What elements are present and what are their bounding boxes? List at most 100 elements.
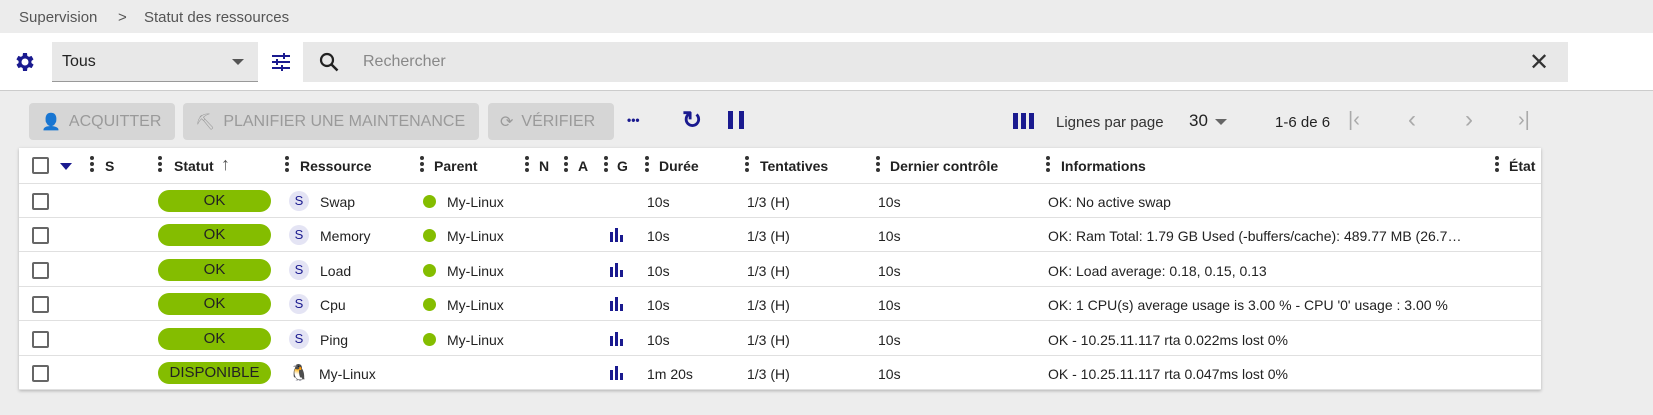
column-menu-icon[interactable] (285, 156, 289, 174)
column-menu-icon[interactable] (1046, 156, 1050, 174)
column-dernier-controle[interactable]: Dernier contrôle (890, 158, 999, 174)
column-menu-icon[interactable] (525, 156, 529, 174)
parent-name[interactable]: My-Linux (447, 331, 504, 348)
row-checkbox[interactable] (32, 193, 49, 210)
resource-name[interactable]: Ping (320, 331, 349, 348)
breadcrumb: Supervision > Statut des ressources (0, 0, 1653, 33)
table-row[interactable]: OK S Load My-Linux 10s 1/3 (H) 10s OK: Load … (19, 253, 1541, 287)
columns-icon[interactable] (1013, 113, 1034, 129)
parent-status-dot (423, 298, 436, 312)
select-menu-icon[interactable] (60, 163, 72, 170)
tries: 1/3 (H) (747, 194, 790, 210)
column-etat[interactable]: État (1509, 158, 1536, 174)
column-ressource[interactable]: Ressource (300, 158, 372, 174)
column-menu-icon[interactable] (158, 156, 162, 174)
column-menu-icon[interactable] (1495, 156, 1499, 174)
row-checkbox[interactable] (32, 261, 49, 279)
search-input[interactable]: Rechercher (363, 53, 446, 70)
last-check: 10s (878, 262, 901, 279)
sort-ascending-icon[interactable]: ↑ (221, 154, 230, 174)
tries: 1/3 (H) (747, 331, 790, 348)
resources-table: S Statut ↑ Ressource Parent N A G Durée T… (19, 148, 1541, 390)
table-row[interactable]: OK S Cpu My-Linux 10s 1/3 (H) 10s OK: 1 CPU(… (19, 287, 1541, 322)
parent-name[interactable]: My-Linux (447, 228, 504, 245)
graph-icon[interactable] (610, 366, 624, 380)
more-actions-button[interactable]: ••• (627, 113, 640, 127)
person-icon: 👤 (41, 113, 61, 131)
breadcrumb-current: Statut des ressources (144, 9, 290, 26)
chevron-down-icon (232, 59, 244, 65)
breadcrumb-supervision[interactable]: Supervision (19, 9, 98, 26)
schedule-maintenance-button[interactable]: ⛏ PLANIFIER UNE MAINTENANCE (183, 103, 479, 140)
filter-select[interactable]: Tous (52, 42, 258, 82)
sync-icon: ⟳ (500, 113, 514, 131)
column-menu-icon[interactable] (876, 156, 880, 174)
graph-icon[interactable] (610, 297, 624, 312)
column-menu-icon[interactable] (564, 156, 568, 174)
duration: 10s (647, 228, 670, 245)
pause-icon[interactable] (728, 111, 744, 129)
row-checkbox[interactable] (32, 227, 49, 245)
column-menu-icon[interactable] (745, 156, 749, 174)
column-statut[interactable]: Statut (174, 158, 214, 174)
information: OK: 1 CPU(s) average usage is 3.00 % - C… (1048, 297, 1448, 314)
graph-icon[interactable] (610, 262, 624, 277)
status-badge: DISPONIBLE (158, 362, 271, 384)
information: OK - 10.25.11.117 rta 0.047ms lost 0% (1048, 366, 1288, 382)
column-g[interactable]: G (617, 158, 628, 174)
table-row[interactable]: OK S Swap My-Linux 10s 1/3 (H) 10s OK: No ac… (19, 184, 1541, 218)
first-page-icon[interactable]: |‹ (1348, 109, 1360, 131)
search-field[interactable]: Rechercher ✕ (303, 42, 1568, 82)
clear-search-icon[interactable]: ✕ (1529, 49, 1550, 76)
row-checkbox[interactable] (32, 330, 49, 348)
tries: 1/3 (H) (747, 262, 790, 279)
duration: 10s (647, 331, 670, 348)
chevron-down-icon[interactable] (1215, 119, 1227, 125)
pagination-range: 1-6 de 6 (1275, 114, 1331, 131)
column-menu-icon[interactable] (90, 156, 94, 174)
tries: 1/3 (H) (747, 366, 790, 382)
graph-icon[interactable] (610, 331, 624, 346)
last-check: 10s (878, 194, 901, 210)
row-checkbox[interactable] (32, 365, 49, 382)
rows-per-page-select[interactable]: 30 (1189, 111, 1208, 130)
duration: 10s (647, 297, 670, 314)
resource-name[interactable]: My-Linux (319, 366, 376, 382)
tries: 1/3 (H) (747, 228, 790, 245)
previous-page-icon[interactable]: ‹ (1408, 106, 1416, 133)
table-row[interactable]: OK S Ping My-Linux 10s 1/3 (H) 10s OK - 10.2… (19, 322, 1541, 356)
duration: 10s (647, 194, 670, 210)
parent-name[interactable]: My-Linux (447, 194, 504, 210)
status-badge: OK (158, 327, 271, 350)
acknowledge-button[interactable]: 👤 ACQUITTER (29, 103, 175, 140)
resource-name[interactable]: Memory (320, 228, 371, 245)
column-duree[interactable]: Durée (659, 158, 699, 174)
table-row[interactable]: OK S Memory My-Linux 10s 1/3 (H) 10s OK: Ram… (19, 218, 1541, 253)
column-menu-icon[interactable] (604, 156, 608, 174)
resource-name[interactable]: Cpu (320, 297, 346, 314)
resource-name[interactable]: Swap (320, 194, 356, 210)
column-s[interactable]: S (105, 158, 115, 174)
select-all-checkbox[interactable] (32, 157, 49, 174)
column-parent[interactable]: Parent (434, 158, 478, 174)
column-menu-icon[interactable] (420, 156, 424, 174)
last-page-icon[interactable]: ›| (1518, 109, 1530, 131)
table-row[interactable]: DISPONIBLE 🐧 My-Linux 1m 20s 1/3 (H) 10s OK… (19, 356, 1541, 390)
last-check: 10s (878, 331, 901, 348)
resource-name[interactable]: Load (320, 262, 352, 279)
refresh-icon[interactable]: ↻ (682, 107, 703, 134)
graph-icon[interactable] (610, 228, 624, 243)
column-informations[interactable]: Informations (1061, 158, 1146, 174)
next-page-icon[interactable]: › (1465, 106, 1473, 133)
row-checkbox[interactable] (32, 296, 49, 314)
column-n[interactable]: N (539, 158, 550, 174)
column-tentatives[interactable]: Tentatives (760, 158, 829, 174)
column-a[interactable]: A (578, 158, 589, 174)
check-button[interactable]: ⟳ VÉRIFIER (488, 103, 614, 140)
parent-name[interactable]: My-Linux (447, 297, 504, 314)
filter-settings-icon[interactable] (270, 52, 292, 72)
parent-status-dot (423, 229, 436, 243)
column-menu-icon[interactable] (645, 156, 649, 174)
gear-icon[interactable] (12, 50, 36, 74)
parent-name[interactable]: My-Linux (447, 262, 504, 279)
